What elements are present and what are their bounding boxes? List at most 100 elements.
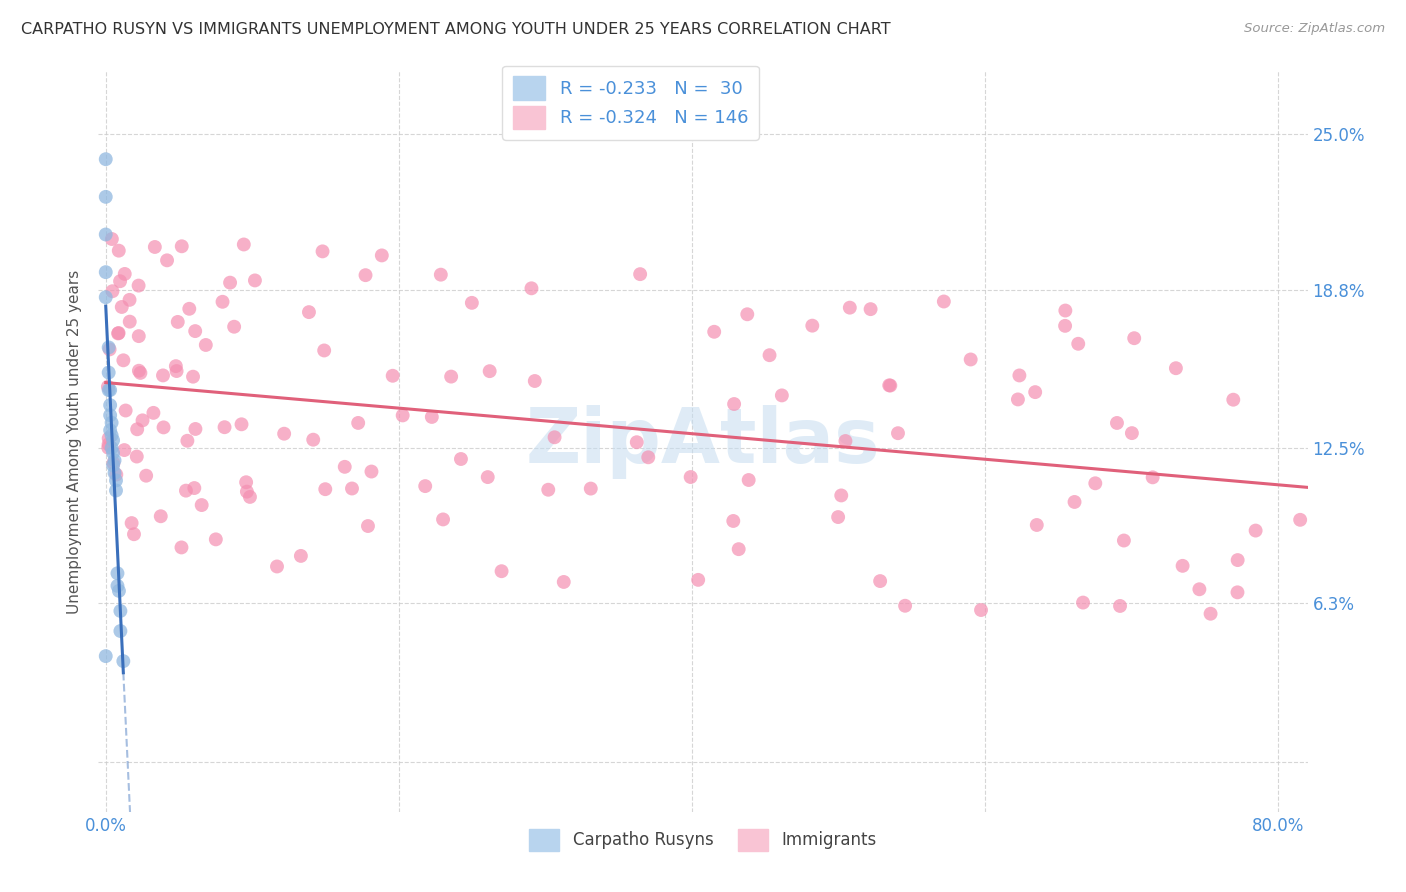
Point (135, 468, 157, 483)
Point (679, 470, 702, 484)
Point (97, 437, 120, 451)
Point (381, 368, 404, 383)
Point (101, 434, 124, 448)
Point (103, 456, 125, 470)
Point (101, 232, 124, 246)
Point (97, 441, 120, 455)
Point (735, 307, 758, 321)
Point (877, 378, 900, 392)
Point (125, 450, 148, 464)
Point (129, 366, 152, 380)
Point (1199, 607, 1222, 621)
Point (94, 152, 117, 166)
Point (97, 366, 120, 380)
Point (184, 324, 207, 338)
Point (156, 253, 179, 268)
Point (170, 239, 193, 253)
Point (224, 319, 246, 334)
Point (131, 413, 153, 427)
Point (152, 368, 174, 383)
Point (114, 403, 136, 417)
Point (1123, 331, 1146, 345)
Point (118, 293, 141, 307)
Point (101, 284, 124, 298)
Point (211, 294, 233, 309)
Point (523, 374, 546, 388)
Point (628, 267, 651, 281)
Point (723, 514, 745, 528)
Point (1007, 392, 1029, 407)
Point (184, 422, 207, 436)
Point (112, 443, 135, 458)
Point (107, 244, 129, 258)
Point (101, 458, 124, 473)
Point (1222, 392, 1244, 407)
Point (111, 300, 134, 314)
Point (887, 426, 910, 441)
Point (98, 343, 121, 357)
Point (114, 267, 136, 281)
Point (121, 516, 143, 530)
Point (107, 566, 129, 581)
Point (970, 603, 993, 617)
Point (232, 237, 254, 252)
Point (1071, 596, 1094, 610)
Legend: Carpatho Rusyns, Immigrants: Carpatho Rusyns, Immigrants (520, 821, 886, 859)
Point (118, 315, 141, 329)
Point (478, 364, 501, 378)
Point (112, 353, 135, 368)
Point (420, 409, 443, 424)
Point (205, 533, 228, 547)
Point (100, 428, 122, 442)
Point (1054, 303, 1077, 318)
Point (1188, 582, 1211, 597)
Point (98, 398, 121, 412)
Point (103, 453, 125, 467)
Point (333, 459, 356, 474)
Point (176, 434, 198, 448)
Point (1289, 513, 1312, 527)
Point (142, 406, 165, 420)
Point (105, 467, 128, 482)
Point (103, 466, 125, 480)
Point (491, 564, 513, 578)
Point (430, 268, 453, 282)
Point (879, 378, 901, 392)
Point (298, 305, 321, 319)
Point (626, 435, 648, 450)
Point (450, 452, 472, 467)
Point (959, 352, 981, 367)
Point (413, 479, 436, 493)
Text: Source: ZipAtlas.com: Source: ZipAtlas.com (1244, 22, 1385, 36)
Point (94, 227, 117, 242)
Point (97, 431, 120, 445)
Point (520, 281, 543, 295)
Point (183, 481, 205, 495)
Point (838, 301, 860, 315)
Point (770, 388, 793, 402)
Point (170, 541, 193, 555)
Point (152, 420, 174, 434)
Point (1054, 318, 1077, 333)
Point (834, 434, 856, 448)
Point (236, 484, 259, 499)
Point (266, 559, 288, 574)
Point (105, 483, 128, 498)
Point (98, 383, 121, 397)
Point (727, 542, 749, 557)
Point (314, 343, 336, 358)
Point (1084, 476, 1107, 491)
Point (869, 574, 891, 588)
Point (314, 482, 336, 496)
Point (108, 583, 131, 598)
Point (1063, 495, 1085, 509)
Point (235, 475, 257, 490)
Point (101, 446, 124, 460)
Point (1226, 585, 1249, 599)
Point (543, 430, 565, 444)
Point (94, 190, 117, 204)
Point (637, 450, 659, 465)
Point (190, 498, 212, 512)
Point (1121, 426, 1143, 441)
Point (94, 649, 117, 664)
